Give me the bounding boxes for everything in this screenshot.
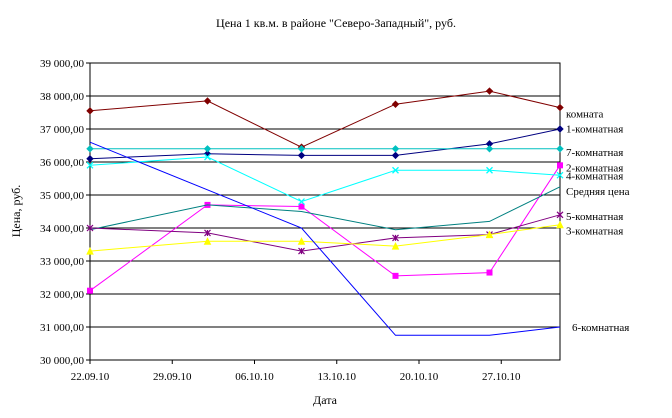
y-tick-label: 37 000,00 bbox=[40, 124, 85, 136]
legend: комната 1-комнатная 7-комнатная 2-комнатная… bbox=[566, 108, 630, 334]
legend-label: комната bbox=[566, 108, 603, 120]
series-line bbox=[89, 214, 561, 252]
series-6-комнатная bbox=[89, 141, 561, 336]
data-point bbox=[556, 220, 564, 229]
y-tick-label: 35 000,00 bbox=[40, 190, 85, 202]
series-line bbox=[89, 156, 561, 203]
series-line bbox=[89, 165, 561, 292]
y-tick-label: 34 000,00 bbox=[40, 223, 85, 235]
y-tick-label: 31 000,00 bbox=[40, 322, 85, 334]
data-point bbox=[485, 87, 494, 95]
series-Средняя цена bbox=[89, 186, 561, 231]
legend-label: 1-комнатная bbox=[566, 123, 623, 135]
data-point bbox=[297, 151, 306, 160]
legend-label: 5-комнатная bbox=[566, 211, 623, 223]
data-point bbox=[391, 242, 400, 250]
series-line bbox=[89, 141, 561, 336]
data-point bbox=[391, 145, 400, 153]
x-tick-label: 27.10.10 bbox=[482, 371, 521, 383]
data-point bbox=[86, 246, 94, 255]
series-line bbox=[89, 186, 561, 231]
series-5-комнатная bbox=[86, 211, 564, 255]
data-point bbox=[86, 107, 94, 115]
grid-lines bbox=[90, 95, 560, 328]
data-point bbox=[86, 224, 94, 232]
data-point bbox=[486, 269, 493, 276]
data-point bbox=[203, 237, 212, 245]
series-7-комнатная bbox=[86, 145, 564, 153]
series-group bbox=[86, 87, 564, 336]
legend-label: Средняя цена bbox=[566, 186, 630, 198]
plot-area bbox=[89, 62, 561, 361]
series-line bbox=[89, 90, 561, 148]
x-axis-label: Дата bbox=[313, 393, 338, 407]
x-tick-label: 13.10.10 bbox=[318, 371, 357, 383]
data-point bbox=[297, 237, 306, 245]
x-tick-label: 29.09.10 bbox=[153, 371, 192, 383]
data-point bbox=[203, 145, 212, 153]
data-point bbox=[556, 125, 564, 133]
y-tick-label: 32 000,00 bbox=[40, 289, 85, 301]
data-point bbox=[297, 145, 306, 153]
series-line bbox=[89, 224, 561, 252]
data-point bbox=[86, 161, 94, 169]
data-point bbox=[556, 145, 564, 153]
data-point bbox=[392, 272, 399, 279]
series-1-комнатная bbox=[86, 125, 564, 163]
x-axis-ticks: 22.09.10 29.09.10 06.10.10 13.10.10 20.10.10… bbox=[71, 360, 521, 383]
y-tick-label: 33 000,00 bbox=[40, 256, 85, 268]
series-line bbox=[89, 128, 561, 160]
data-point bbox=[556, 211, 564, 219]
series-4-комнатная bbox=[86, 153, 564, 206]
series-3-комнатная bbox=[86, 220, 564, 255]
legend-label: 7-комнатная bbox=[566, 147, 623, 159]
data-point bbox=[556, 171, 564, 179]
data-point bbox=[391, 151, 400, 160]
legend-label: 6-комнатная bbox=[572, 322, 629, 334]
chart-title: Цена 1 кв.м. в районе "Северо-Западный",… bbox=[216, 16, 456, 30]
y-tick-label: 30 000,00 bbox=[40, 355, 85, 367]
x-tick-label: 20.10.10 bbox=[400, 371, 439, 383]
y-tick-label: 38 000,00 bbox=[40, 91, 85, 103]
legend-label: 2-комнатная bbox=[566, 163, 623, 175]
data-point bbox=[485, 230, 494, 239]
data-point bbox=[298, 247, 305, 255]
data-point bbox=[86, 145, 94, 153]
data-point bbox=[203, 97, 212, 105]
data-point bbox=[486, 166, 493, 174]
data-point bbox=[87, 287, 93, 294]
x-tick-label: 22.09.10 bbox=[71, 371, 110, 383]
data-point bbox=[392, 166, 399, 174]
data-point bbox=[557, 162, 563, 169]
data-point bbox=[298, 203, 305, 210]
data-point bbox=[485, 145, 494, 153]
data-point bbox=[392, 234, 399, 242]
legend-label: 3-комнатная bbox=[566, 226, 623, 238]
data-point bbox=[298, 198, 305, 206]
series-комната bbox=[86, 87, 564, 151]
y-tick-label: 36 000,00 bbox=[40, 157, 85, 169]
data-point bbox=[556, 103, 564, 112]
data-point bbox=[391, 100, 400, 108]
data-point bbox=[86, 154, 94, 163]
legend-label: 4-комнатная bbox=[566, 171, 623, 183]
data-point bbox=[204, 229, 211, 237]
y-tick-label: 39 000,00 bbox=[40, 58, 85, 70]
x-tick-label: 06.10.10 bbox=[235, 371, 274, 383]
y-axis-ticks: 30 000,00 31 000,00 32 000,00 33 000,00 34 0… bbox=[40, 58, 90, 367]
data-point bbox=[204, 153, 211, 161]
y-axis-label: Цена, руб. bbox=[9, 185, 23, 238]
